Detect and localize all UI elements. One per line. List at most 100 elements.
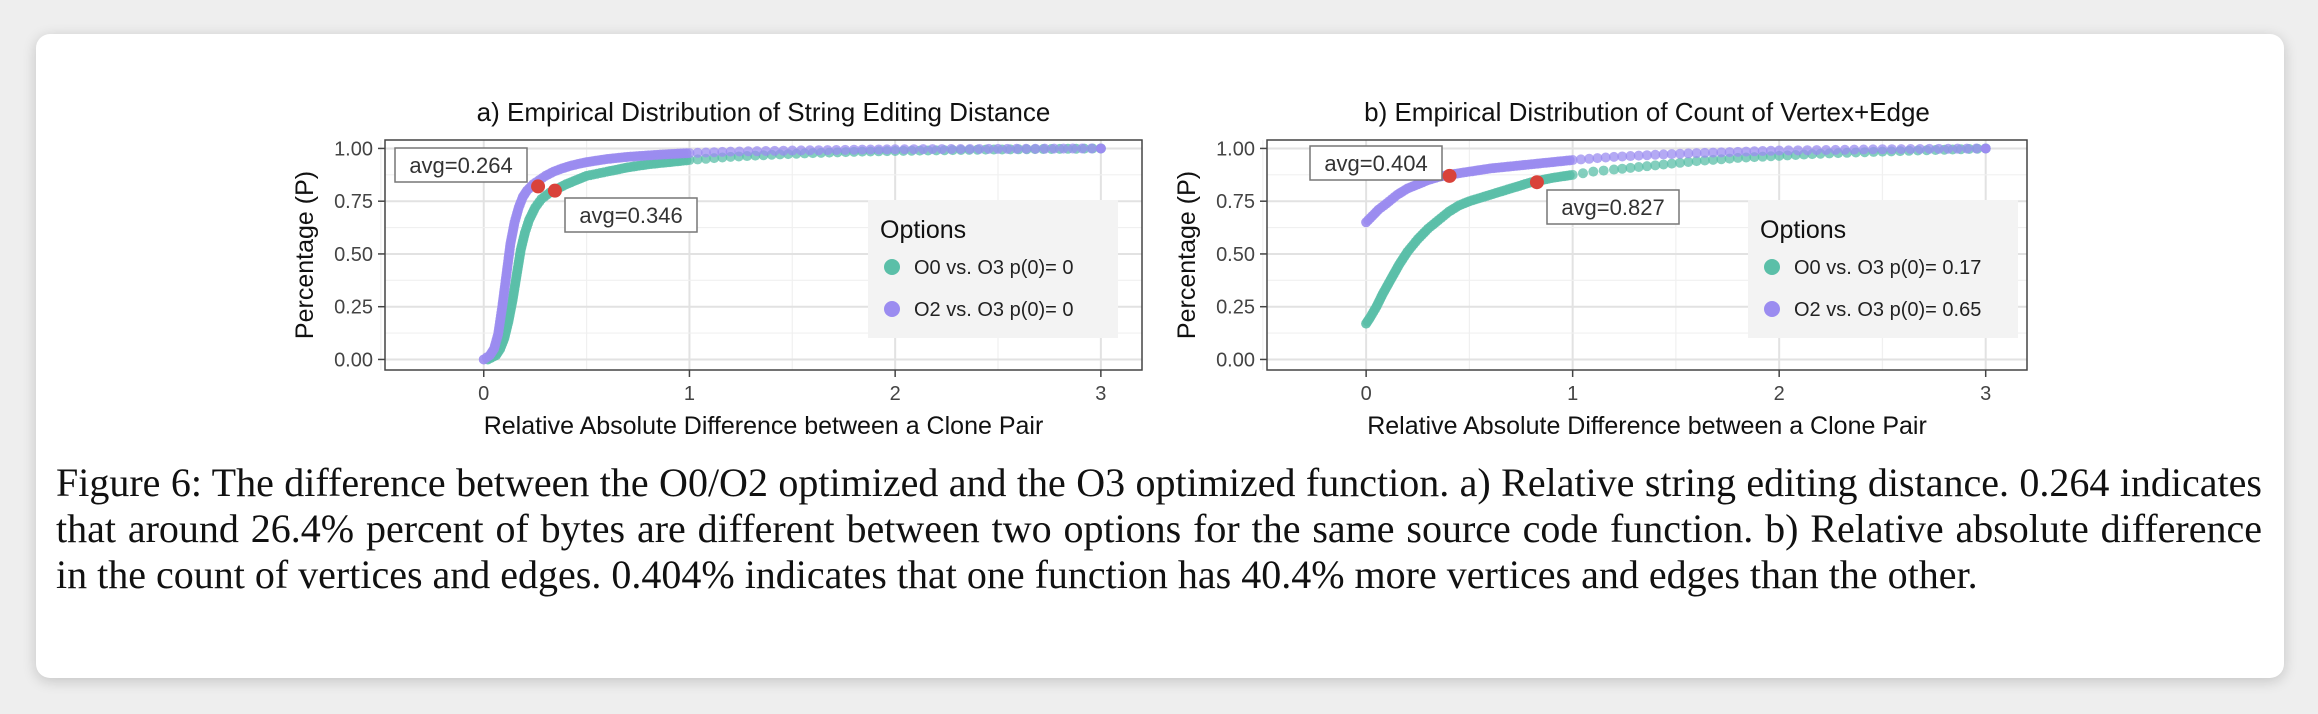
data-point bbox=[787, 145, 798, 156]
data-point bbox=[1598, 165, 1609, 176]
data-point bbox=[752, 146, 763, 157]
y-tick-label: 0.75 bbox=[334, 191, 373, 213]
data-point bbox=[1588, 166, 1599, 177]
data-point bbox=[831, 144, 842, 155]
data-point bbox=[974, 143, 985, 154]
data-point bbox=[1821, 144, 1832, 155]
data-point bbox=[717, 146, 728, 157]
data-point bbox=[1633, 150, 1644, 161]
legend-swatch bbox=[884, 259, 900, 275]
data-point bbox=[822, 145, 833, 156]
data-point bbox=[700, 147, 711, 158]
data-point bbox=[1716, 154, 1727, 165]
chart-title: a) Empirical Distribution of String Edit… bbox=[477, 97, 1051, 127]
data-point bbox=[1732, 146, 1743, 157]
annotation-box bbox=[564, 197, 698, 233]
data-point bbox=[1765, 145, 1776, 156]
data-point bbox=[1961, 143, 1972, 154]
data-point bbox=[1642, 161, 1652, 172]
legend: Options O0 vs. O3 p(0)= 0 O2 vs. O3 p(0)= … bbox=[868, 200, 1118, 338]
avg-marker bbox=[1529, 175, 1544, 190]
data-point bbox=[1952, 143, 1963, 154]
data-point bbox=[1608, 151, 1619, 162]
y-tick-label: 0.50 bbox=[1216, 244, 1255, 266]
data-point bbox=[778, 145, 789, 156]
data-point bbox=[1567, 169, 1578, 180]
y-tick-label: 0.00 bbox=[1216, 349, 1255, 371]
y-tick-label: 1.00 bbox=[1216, 138, 1255, 160]
annotation-box bbox=[394, 147, 528, 183]
data-point bbox=[1575, 154, 1586, 165]
data-point bbox=[1980, 143, 1991, 154]
legend-label: O0 vs. O3 p(0)= 0 bbox=[914, 257, 1074, 279]
data-point bbox=[1849, 144, 1860, 155]
data-point bbox=[725, 146, 736, 157]
data-point bbox=[734, 146, 745, 157]
data-point bbox=[1666, 158, 1677, 169]
avg-marker bbox=[1442, 168, 1457, 183]
y-axis-label: Percentage (P) bbox=[1173, 171, 1201, 339]
data-point bbox=[1650, 149, 1661, 160]
data-point bbox=[993, 143, 1004, 154]
data-point bbox=[1830, 144, 1841, 155]
y-tick-label: 1.00 bbox=[334, 138, 373, 160]
data-point bbox=[1774, 145, 1785, 156]
legend-swatch bbox=[1764, 259, 1780, 275]
data-point bbox=[1002, 143, 1013, 154]
figure-caption: Figure 6: The difference between the O0/… bbox=[56, 460, 2262, 597]
data-point bbox=[1699, 147, 1710, 158]
data-point bbox=[1683, 156, 1694, 167]
data-point bbox=[813, 145, 824, 156]
data-point bbox=[804, 145, 815, 156]
data-point bbox=[1077, 143, 1088, 154]
annotation-label: avg=0.827 bbox=[1561, 195, 1664, 220]
data-point bbox=[955, 144, 966, 155]
data-point bbox=[1592, 153, 1603, 164]
legend-label: O2 vs. O3 p(0)= 0.65 bbox=[1794, 299, 1981, 321]
data-point bbox=[1811, 145, 1822, 156]
data-point bbox=[1067, 143, 1078, 154]
legend-background bbox=[868, 200, 1118, 338]
chart-panel-b: avg=0.404 avg=0.827 0.00 0.25 0.50 0.75 1.00 0 1… bbox=[1173, 97, 2028, 440]
data-point bbox=[1658, 149, 1669, 160]
data-point bbox=[1058, 143, 1069, 154]
data-point bbox=[1691, 156, 1702, 167]
chart-title: b) Empirical Distribution of Count of Ve… bbox=[1364, 97, 1930, 127]
data-point bbox=[1858, 144, 1869, 155]
data-point bbox=[684, 148, 695, 159]
data-point bbox=[1792, 145, 1803, 156]
data-point bbox=[1642, 150, 1652, 161]
data-point bbox=[840, 144, 851, 155]
data-point bbox=[1011, 143, 1022, 154]
data-point bbox=[1567, 155, 1578, 166]
data-point bbox=[1708, 154, 1719, 165]
series-o2 bbox=[1361, 143, 1991, 228]
data-point bbox=[1896, 144, 1907, 155]
legend-title: Options bbox=[1760, 216, 1846, 244]
y-tick-label: 0.50 bbox=[334, 244, 373, 266]
x-tick-label: 3 bbox=[1095, 383, 1106, 405]
annotation-box bbox=[1546, 189, 1680, 225]
series-o2 bbox=[478, 143, 1106, 365]
data-point bbox=[692, 147, 703, 158]
data-point bbox=[1691, 148, 1702, 159]
data-point bbox=[1608, 164, 1619, 175]
data-point bbox=[1716, 147, 1727, 158]
data-point bbox=[769, 145, 780, 156]
annotation-box bbox=[1309, 145, 1443, 181]
y-tick-label: 0.25 bbox=[1216, 297, 1255, 319]
data-point bbox=[1675, 157, 1686, 168]
data-point bbox=[890, 144, 901, 155]
data-point bbox=[908, 144, 919, 155]
data-point bbox=[1021, 143, 1032, 154]
data-point bbox=[1095, 143, 1106, 154]
data-point bbox=[1617, 163, 1628, 174]
data-point bbox=[1584, 153, 1595, 164]
x-tick-label: 0 bbox=[478, 383, 489, 405]
data-point bbox=[881, 144, 892, 155]
data-point bbox=[1650, 160, 1661, 171]
panel-border bbox=[384, 139, 1143, 371]
data-point bbox=[1877, 144, 1888, 155]
y-tick-label: 0.75 bbox=[1216, 191, 1255, 213]
data-point bbox=[1905, 144, 1916, 155]
